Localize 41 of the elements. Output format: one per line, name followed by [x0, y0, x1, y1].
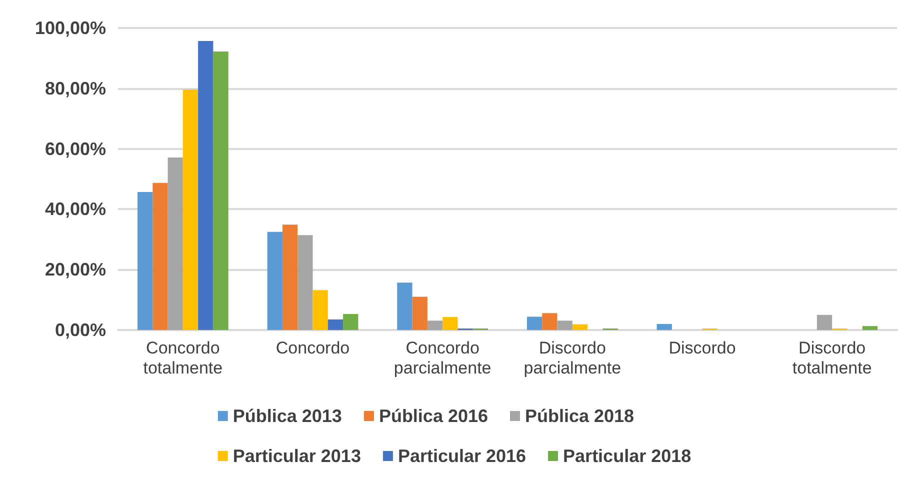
bar [656, 324, 672, 330]
y-tick-label: 60,00% [44, 138, 106, 159]
x-tick-label: Concordo parcialmente [394, 338, 492, 378]
bar [572, 324, 588, 330]
bar [343, 314, 358, 330]
bar [816, 314, 832, 330]
y-tick-label: 40,00% [44, 199, 106, 220]
y-tick-label: 0,00% [54, 320, 106, 340]
bar [412, 296, 428, 330]
legend-label: Particular 2018 [563, 446, 692, 466]
bar [328, 319, 344, 330]
bar [427, 320, 443, 330]
x-tick-label: Discordo [668, 338, 736, 358]
bar [213, 52, 228, 330]
legend-label: Particular 2016 [398, 446, 526, 466]
bar [862, 326, 878, 330]
legend-label: Particular 2013 [232, 446, 361, 466]
bar [168, 158, 183, 330]
bar [542, 313, 558, 330]
bar [442, 317, 458, 330]
bar [137, 192, 153, 330]
bar [397, 282, 412, 330]
bar [526, 316, 542, 330]
y-tick-label: 100,00% [34, 18, 106, 38]
y-tick-label: 20,00% [44, 260, 106, 280]
legend-label: Pública 2013 [232, 406, 342, 426]
x-tick-label: Concordo totalmente [143, 338, 223, 378]
bar [182, 90, 198, 330]
y-tick-label: 80,00% [44, 78, 106, 98]
bar [267, 232, 282, 330]
x-tick-label: Concordo [276, 338, 350, 358]
x-tick-label: Discordo totalmente [792, 338, 872, 378]
bar [282, 224, 298, 330]
bar [298, 235, 313, 330]
bar [312, 290, 328, 330]
legend-label: Pública 2016 [378, 406, 488, 426]
bar [557, 320, 572, 330]
legend-label: Pública 2018 [525, 406, 634, 426]
bar [152, 182, 168, 330]
bar [198, 40, 214, 330]
x-tick-label: Discordo parcialmente [524, 338, 622, 378]
